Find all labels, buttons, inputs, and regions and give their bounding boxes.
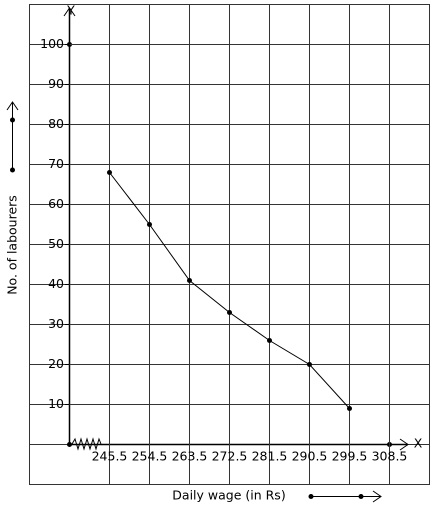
y-tick-label: 60 [48, 196, 64, 211]
x-tick-label: 308.5 [372, 449, 408, 464]
y-axis-name: Y [66, 3, 75, 18]
point [307, 362, 312, 367]
y-axis-label: No. of labourers [5, 195, 20, 295]
x-arrow [399, 438, 409, 451]
y-tick-label: 20 [48, 356, 64, 371]
y-tick-label: 40 [48, 276, 64, 291]
y-arrow [63, 7, 76, 17]
y-tick-label: 50 [48, 236, 64, 251]
point [147, 222, 152, 227]
x-axis-label: Daily wage (in Rs) [172, 488, 285, 503]
y-tick-label: 90 [48, 76, 64, 91]
point [227, 310, 232, 315]
x-tick-label: 272.5 [212, 449, 248, 464]
y-tick-label: 80 [48, 116, 64, 131]
x-tick-label: 281.5 [252, 449, 288, 464]
point [187, 278, 192, 283]
point [107, 170, 112, 175]
y-tick-label: 10 [48, 396, 64, 411]
y-tick-label: 70 [48, 156, 64, 171]
axis-break [71, 437, 102, 451]
x-direction-arrow [308, 490, 382, 503]
x-tick-label: 245.5 [92, 449, 128, 464]
point [267, 338, 272, 343]
y-tick-label: 30 [48, 316, 64, 331]
x-tick-label: 254.5 [132, 449, 168, 464]
x-axis-name: X [414, 436, 423, 451]
x-tick-label: 290.5 [292, 449, 328, 464]
y-tick-label: 100 [40, 36, 64, 51]
x-tick-label: 299.5 [332, 449, 368, 464]
y-direction-arrow [6, 101, 19, 173]
x-tick-label: 263.5 [172, 449, 208, 464]
point [347, 406, 352, 411]
origin-dot [67, 442, 72, 447]
